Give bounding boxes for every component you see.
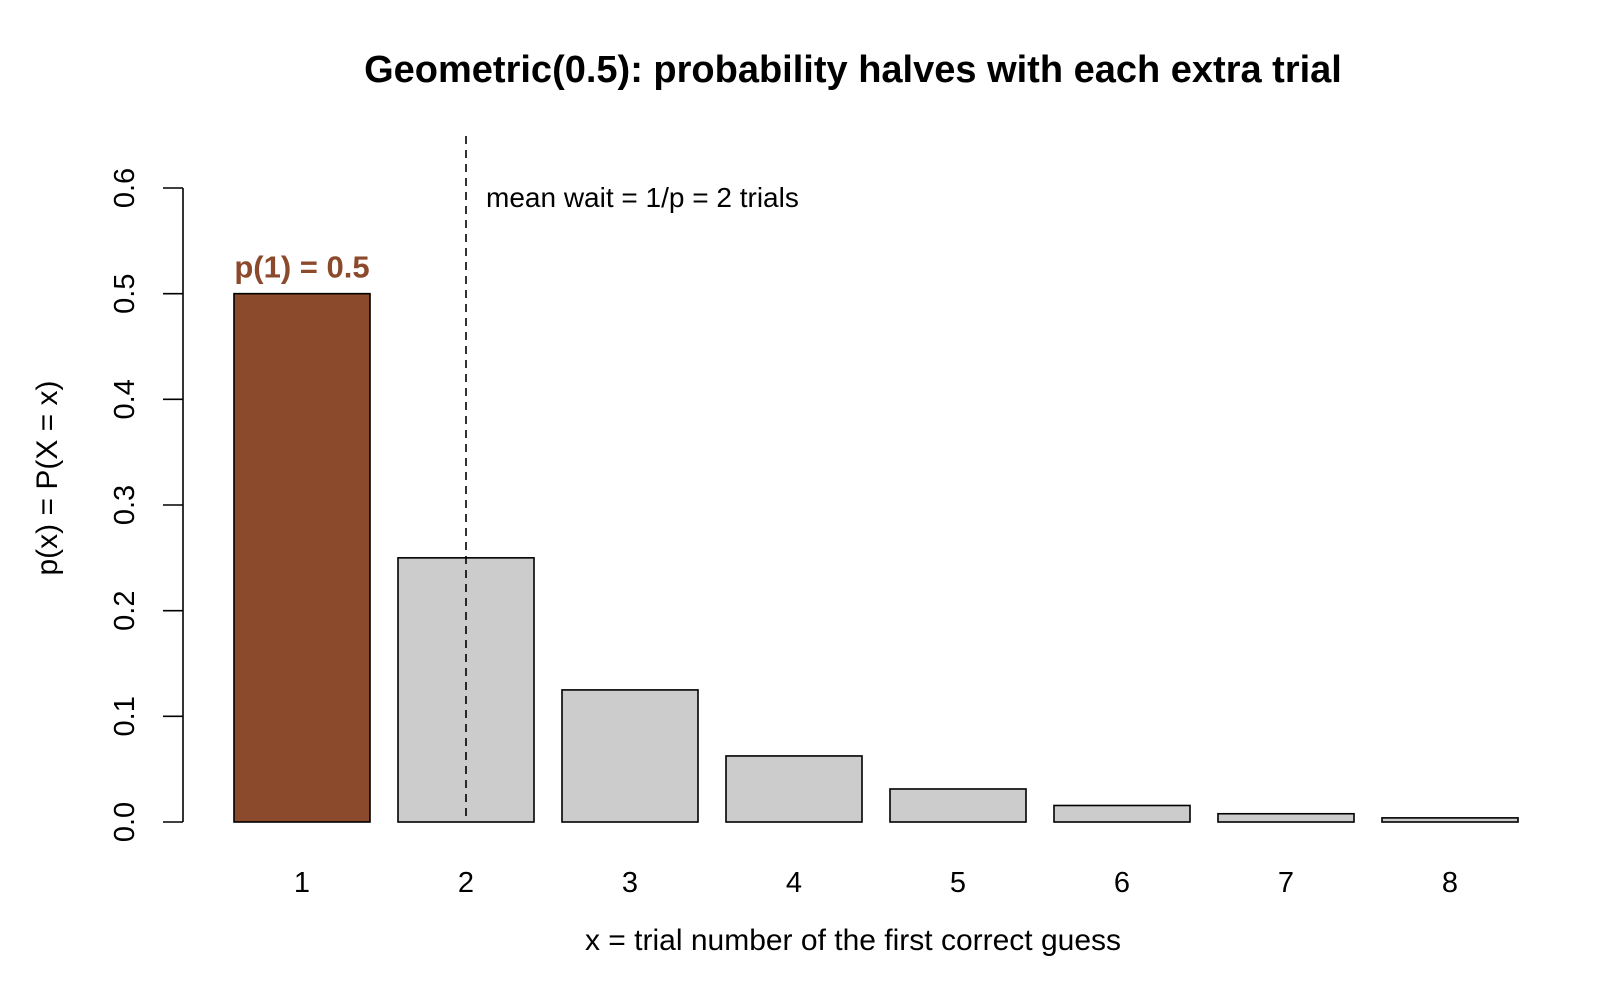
y-axis: 0.0 0.1 0.2 0.3 0.4 0.5 0.6: [109, 168, 184, 842]
y-tick-label: 0.2: [109, 591, 141, 631]
bar: [1381, 817, 1519, 823]
bar-highlight: [233, 292, 371, 823]
x-tick-label: 1: [294, 867, 310, 899]
chart-title: Geometric(0.5): probability halves with …: [364, 49, 1342, 91]
x-tick-label: 2: [458, 867, 474, 899]
x-tick-label: 8: [1442, 867, 1458, 899]
bar: [1053, 804, 1191, 823]
x-axis-label: x = trial number of the first correct gu…: [585, 924, 1121, 957]
y-tick-label: 0.6: [109, 168, 141, 208]
x-tick-label: 5: [950, 867, 966, 899]
x-tick-label: 6: [1114, 867, 1130, 899]
bars: [233, 292, 1519, 823]
x-tick-label: 3: [622, 867, 638, 899]
x-tick-label: 4: [786, 867, 802, 899]
y-tick-label: 0.1: [109, 696, 141, 736]
y-tick-label: 0.3: [109, 485, 141, 525]
bar: [1217, 812, 1355, 823]
bar: [561, 689, 699, 823]
x-axis-tick-labels: 1 2 3 4 5 6 7 8: [294, 867, 1458, 899]
y-tick-label: 0.4: [109, 379, 141, 419]
bar: [725, 755, 863, 823]
bar-value-label: p(1) = 0.5: [234, 250, 369, 285]
x-tick-label: 7: [1278, 867, 1294, 899]
y-axis-label: p(x) = P(X = x): [31, 380, 64, 575]
y-tick-label: 0.0: [109, 802, 141, 842]
bar: [889, 788, 1027, 823]
y-tick-label: 0.5: [109, 274, 141, 314]
annotations: p(1) = 0.5 mean wait = 1/p = 2 trials: [234, 136, 799, 822]
mean-annotation: mean wait = 1/p = 2 trials: [486, 182, 799, 213]
